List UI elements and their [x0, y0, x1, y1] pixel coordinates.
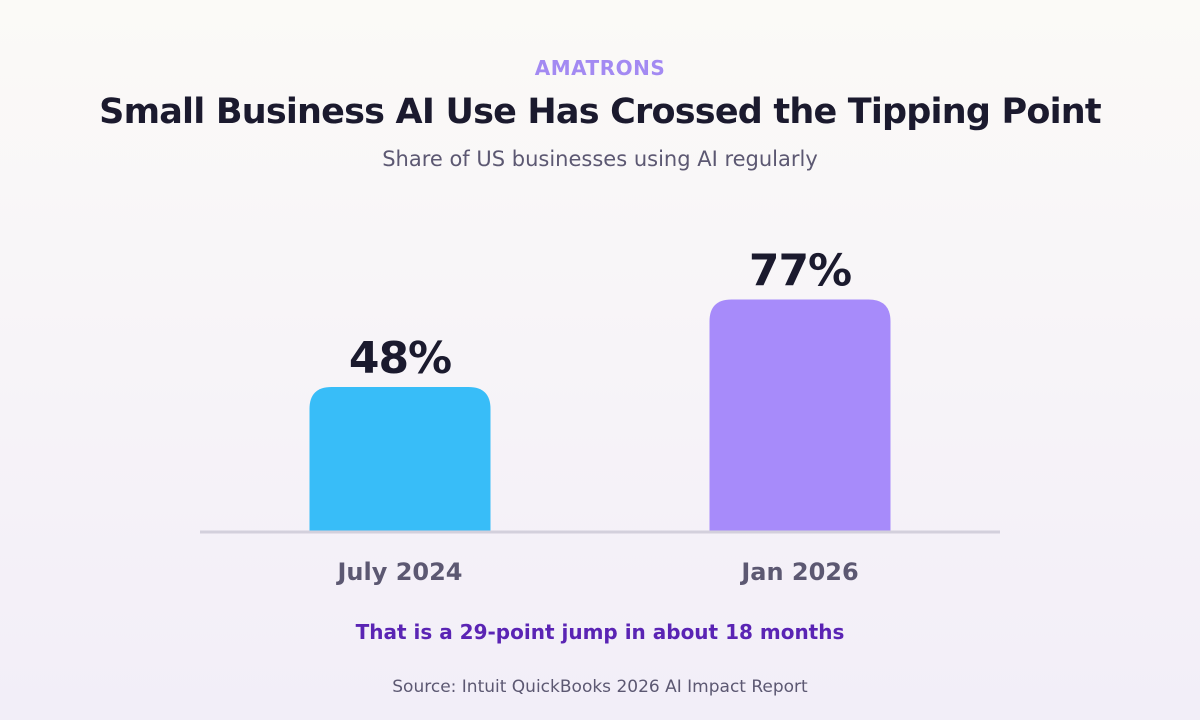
category-label-1: July 2024 [335, 558, 462, 586]
bar-2 [709, 299, 891, 532]
value-label-1: 48% [349, 333, 451, 384]
takeaway-text: That is a 29-point jump in about 18 mont… [355, 620, 845, 644]
category-label-2: Jan 2026 [739, 558, 858, 586]
chart-subtitle: Share of US businesses using AI regularl… [382, 147, 818, 171]
bar-1 [309, 387, 491, 532]
chart-title: Small Business AI Use Has Crossed the Ti… [99, 92, 1101, 132]
brand-label: AMATRONS [534, 56, 666, 80]
value-label-2: 77% [749, 245, 851, 296]
source-note: Source: Intuit QuickBooks 2026 AI Impact… [392, 677, 808, 697]
